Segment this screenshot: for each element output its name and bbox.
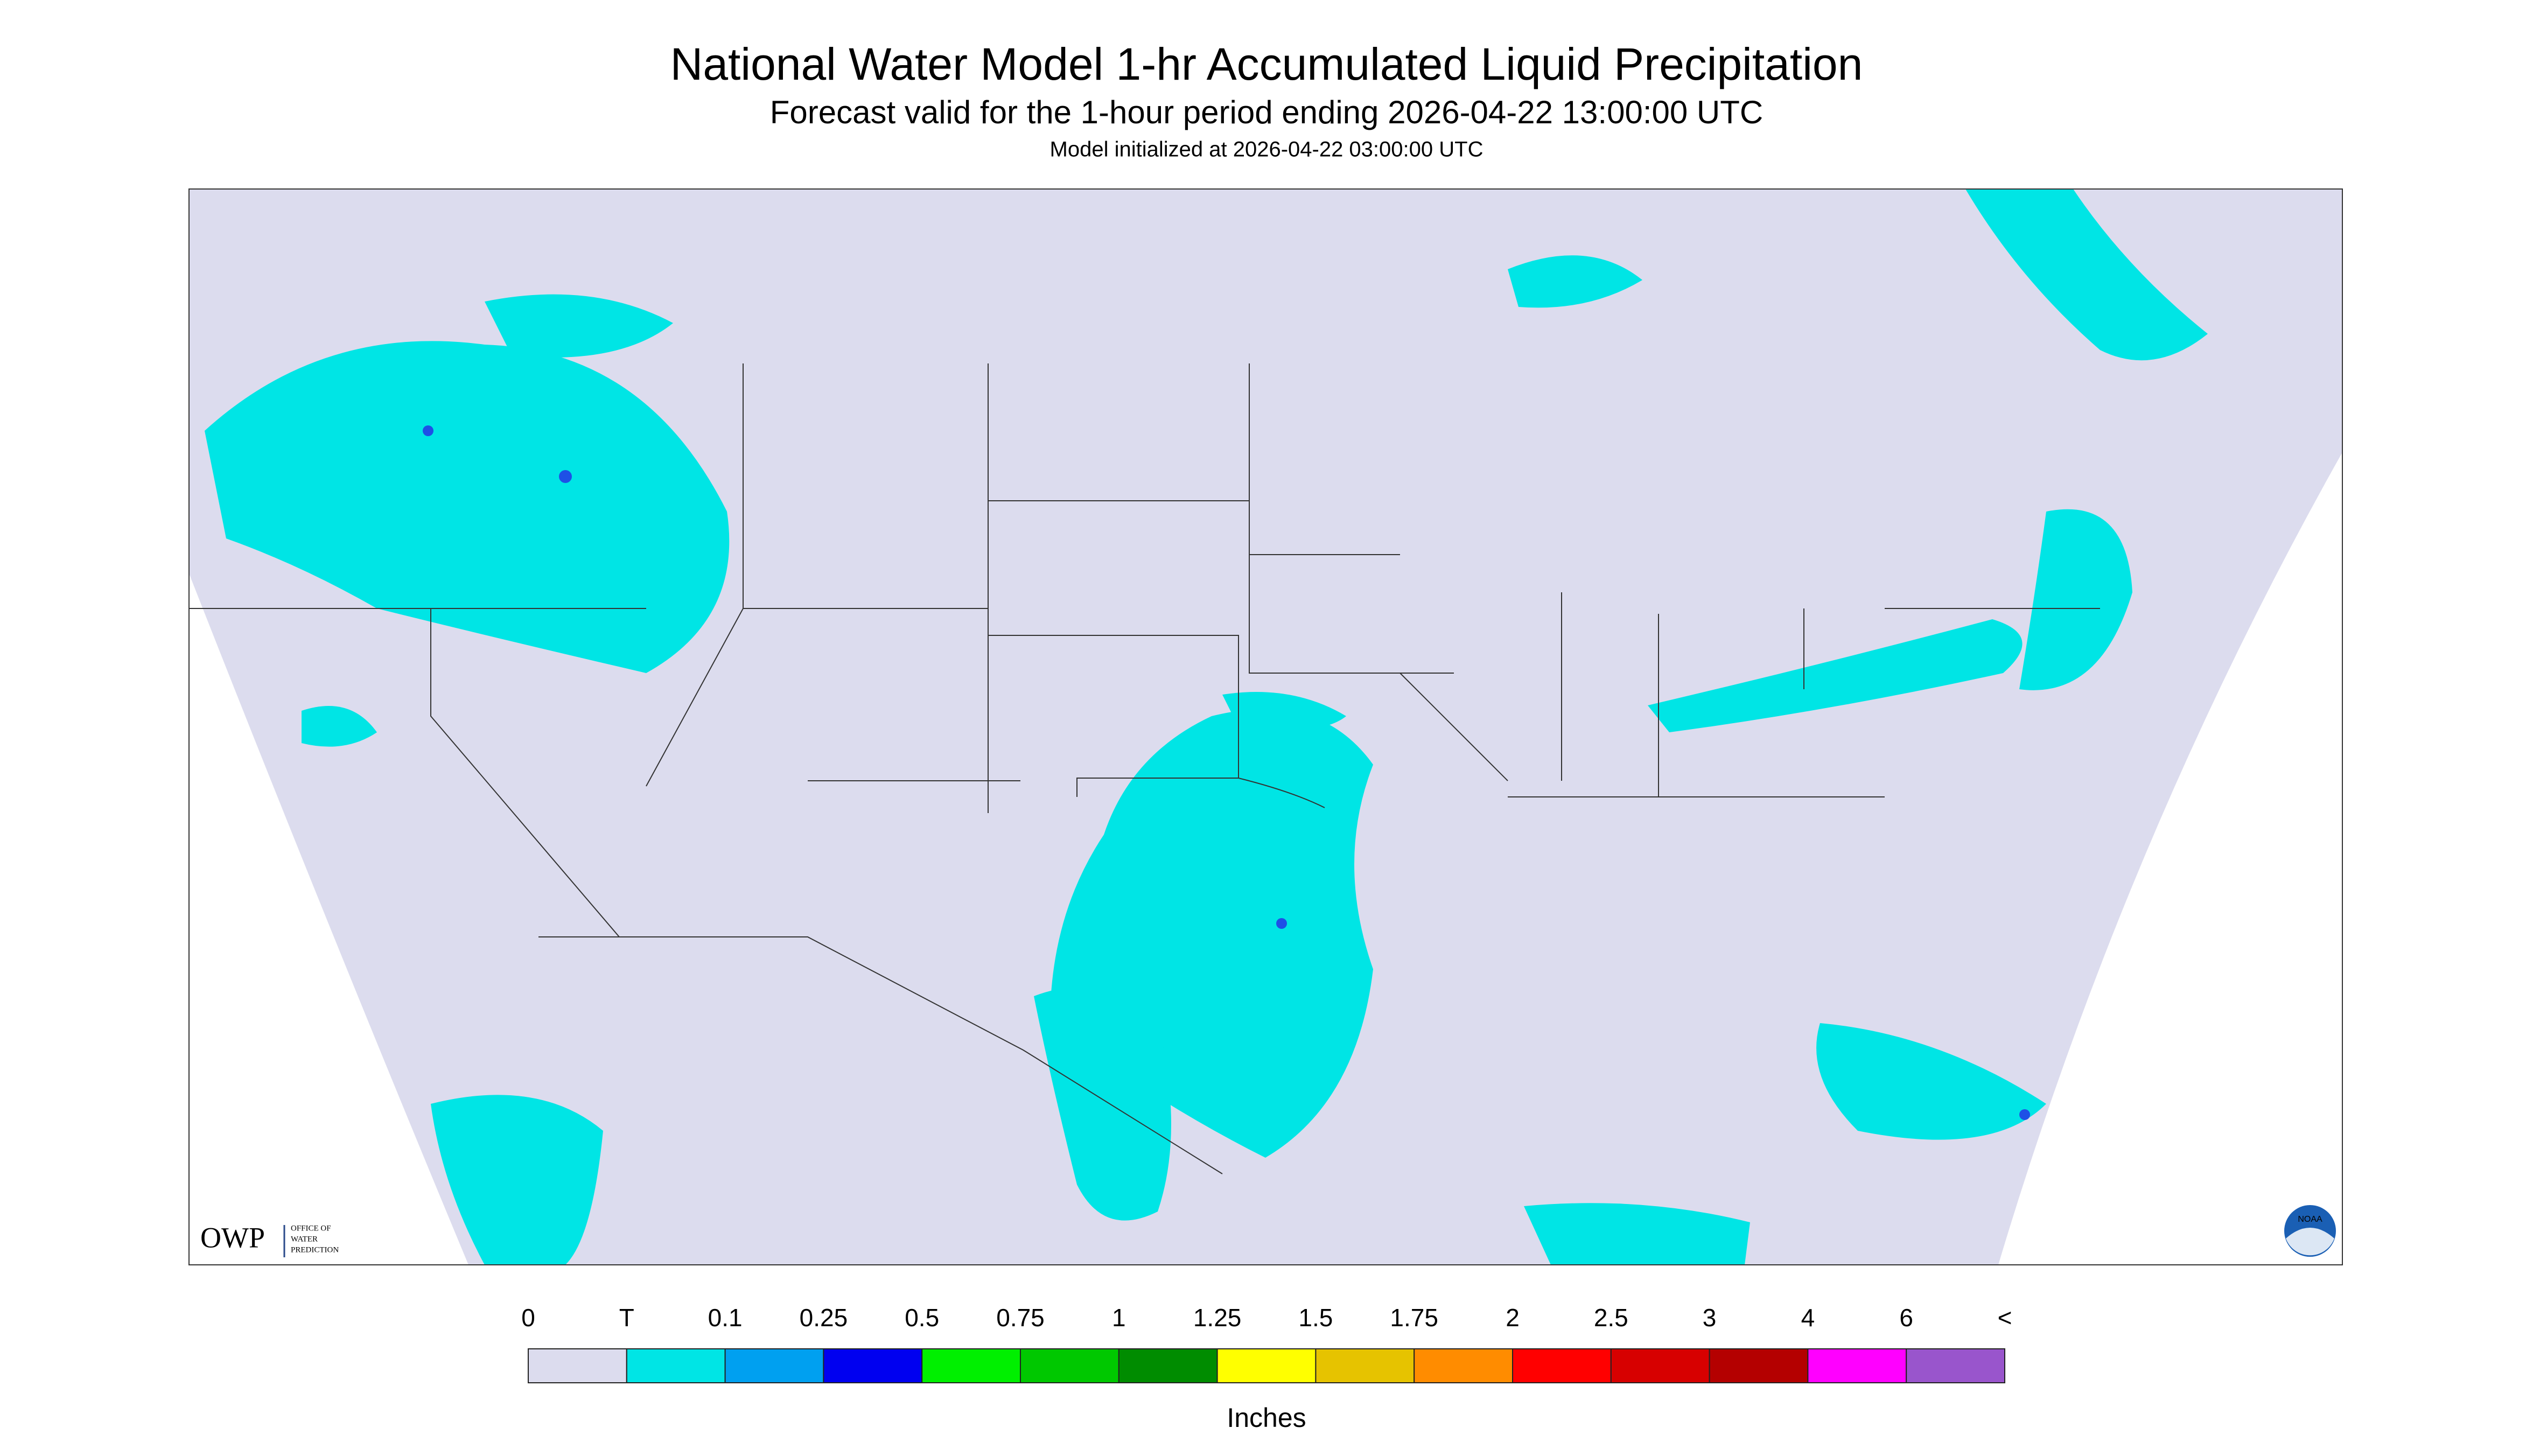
legend-swatch: [1315, 1348, 1415, 1383]
legend-label: 0.25: [800, 1304, 848, 1332]
heavy-spot: [423, 425, 433, 436]
subtitle: Forecast valid for the 1-hour period end…: [770, 94, 1763, 130]
noaa-logo: NOAA: [2284, 1205, 2336, 1257]
noaa-wave: [2286, 1228, 2334, 1256]
legend-swatch: [1610, 1348, 1710, 1383]
owp-logo: OWP OFFICE OF WATER PREDICTION: [200, 1221, 339, 1257]
precip-area: [1034, 987, 1171, 1221]
precip-areas: [205, 189, 2208, 1265]
heavy-spot: [1276, 918, 1287, 929]
precip-area: [1965, 189, 2208, 361]
legend-label: 4: [1801, 1304, 1815, 1332]
owp-logo-line: WATER: [291, 1235, 318, 1243]
precip-area: [431, 1095, 603, 1265]
legend-label: <: [1998, 1304, 2012, 1332]
map-frame: [188, 188, 2343, 1265]
legend-label: 0.75: [996, 1304, 1045, 1332]
owp-logo-text: OWP: [200, 1221, 265, 1254]
legend-label: 6: [1899, 1304, 1913, 1332]
legend-swatch: [626, 1348, 726, 1383]
precip-area: [1222, 692, 1346, 731]
legend-label: 1.75: [1390, 1304, 1438, 1332]
legend-swatch: [1216, 1348, 1317, 1383]
precip-area: [205, 341, 730, 673]
legend-swatch: [1807, 1348, 1907, 1383]
heavy-spot: [2019, 1109, 2030, 1120]
legend-swatch: [1709, 1348, 1809, 1383]
legend-unit: Inches: [1227, 1403, 1306, 1433]
legend-swatch: [1512, 1348, 1612, 1383]
precip-area: [302, 706, 377, 747]
precip-area: [1524, 1203, 1750, 1265]
init-time: Model initialized at 2026-04-22 03:00:00…: [1050, 138, 1484, 162]
legend-label: T: [619, 1304, 634, 1332]
legend-label: 0.5: [905, 1304, 939, 1332]
legend-label: 1: [1112, 1304, 1126, 1332]
legend-swatch: [1118, 1348, 1218, 1383]
legend-swatch: [823, 1348, 923, 1383]
legend-label: 2.5: [1594, 1304, 1628, 1332]
legend-label: 1.5: [1298, 1304, 1333, 1332]
legend-label: 0: [521, 1304, 535, 1332]
precip-area: [1648, 619, 2023, 732]
border-line: [189, 608, 1223, 1174]
state-line: [646, 363, 2100, 813]
heavy-spot: [559, 470, 572, 483]
heavy-precip: [423, 425, 2030, 1120]
owp-logo-line: PREDICTION: [291, 1245, 339, 1254]
precip-area: [485, 294, 673, 358]
precip-area: [1508, 255, 1642, 308]
precip-area: [1816, 1023, 2046, 1140]
title: National Water Model 1-hr Accumulated Li…: [670, 39, 1863, 89]
legend-label: 0.1: [708, 1304, 743, 1332]
owp-logo-line: OFFICE OF: [291, 1224, 331, 1233]
legend-swatch: [1906, 1348, 2005, 1383]
legend-swatch: [724, 1348, 824, 1383]
legend-label: 2: [1506, 1304, 1520, 1332]
legend-swatch: [1020, 1348, 1119, 1383]
noaa-text: NOAA: [2298, 1215, 2322, 1224]
state-borders: [189, 363, 2100, 1174]
legend-label: 1.25: [1193, 1304, 1242, 1332]
legend-label: 3: [1703, 1304, 1717, 1332]
legend-swatch: [1414, 1348, 1513, 1383]
legend-swatch: [921, 1348, 1021, 1383]
map: [188, 188, 2343, 1265]
legend: 0 T 0.1 0.25 0.5 0.75 1 1.25 1.5 1.75 2 2.5 3 4 6 <: [521, 1304, 2012, 1383]
precip-area: [2019, 509, 2132, 690]
legend-swatch: [528, 1348, 627, 1383]
